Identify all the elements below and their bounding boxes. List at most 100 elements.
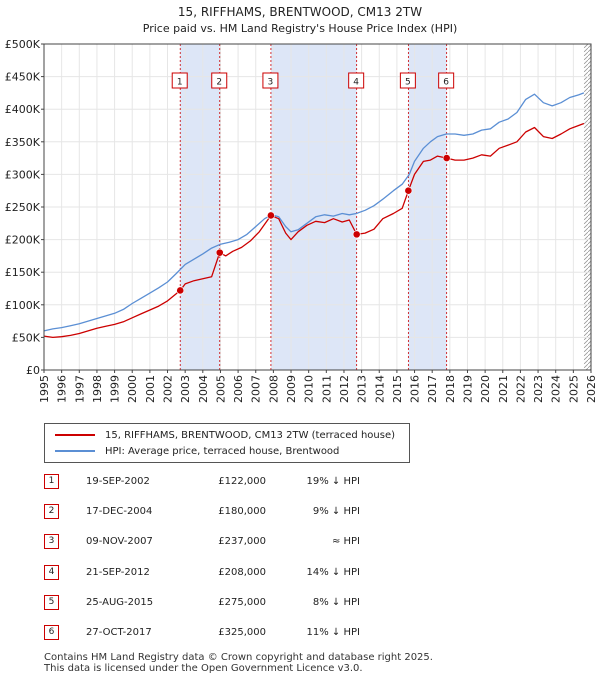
sale-price: £180,000 bbox=[218, 506, 266, 517]
property-series-line bbox=[43, 122, 585, 339]
x-tick-label: 1995 bbox=[38, 375, 51, 403]
x-tick-label: 2022 bbox=[514, 375, 527, 403]
price-chart: 15, RIFFHAMS, BRENTWOOD, CM13 2TW Price … bbox=[5, 5, 598, 403]
y-tick-label: £50K bbox=[12, 331, 41, 344]
x-tick-label: 2011 bbox=[320, 375, 333, 403]
sale-point bbox=[215, 248, 224, 257]
legend-label-hpi: HPI: Average price, terraced house, Bren… bbox=[105, 446, 340, 457]
sale-number-badge: 4 bbox=[44, 565, 59, 580]
sale-marker-box bbox=[399, 72, 416, 89]
sale-hpi-relation: 9% ↓ HPI bbox=[312, 506, 360, 517]
sale-price: £208,000 bbox=[218, 567, 266, 578]
x-tick-label: 1998 bbox=[91, 375, 104, 403]
legend-item-hpi: HPI: Average price, terraced house, Bren… bbox=[55, 444, 339, 460]
sale-marker-box bbox=[348, 72, 365, 89]
x-tick-label: 2013 bbox=[356, 375, 369, 403]
sale-row: 4 21-SEP-2012 £208,000 14% ↓ HPI bbox=[44, 563, 384, 583]
sale-date: 25-AUG-2015 bbox=[86, 597, 154, 608]
sale-number-badge: 6 bbox=[44, 625, 59, 640]
sale-hpi-relation: ≈ HPI bbox=[331, 536, 360, 547]
y-tick-label: £450K bbox=[5, 71, 41, 84]
y-tick-label: £400K bbox=[5, 103, 41, 116]
sale-row: 5 25-AUG-2015 £275,000 8% ↓ HPI bbox=[44, 593, 384, 613]
sale-date: 27-OCT-2017 bbox=[86, 627, 152, 638]
legend-swatch-hpi bbox=[55, 450, 95, 452]
sale-hpi-relation: 14% ↓ HPI bbox=[306, 567, 360, 578]
x-tick-label: 2023 bbox=[532, 375, 545, 403]
x-tick-label: 2008 bbox=[267, 375, 280, 403]
x-tick-label: 2015 bbox=[391, 375, 404, 403]
y-tick-label: £350K bbox=[5, 136, 41, 149]
sale-hpi-relation: 8% ↓ HPI bbox=[312, 597, 360, 608]
x-tick-label: 2009 bbox=[285, 375, 298, 403]
x-tick-label: 2026 bbox=[585, 375, 598, 403]
legend-item-property: 15, RIFFHAMS, BRENTWOOD, CM13 2TW (terra… bbox=[55, 428, 395, 444]
y-tick-label: £300K bbox=[5, 168, 41, 181]
x-tick-label: 2025 bbox=[567, 375, 580, 403]
sale-hpi-relation: 11% ↓ HPI bbox=[306, 627, 360, 638]
legend-label-property: 15, RIFFHAMS, BRENTWOOD, CM13 2TW (terra… bbox=[105, 430, 396, 441]
x-tick-label: 2001 bbox=[144, 375, 157, 403]
sale-marker-box bbox=[211, 72, 228, 89]
x-tick-label: 2024 bbox=[550, 375, 563, 403]
x-tick-label: 2016 bbox=[409, 375, 422, 403]
x-tick-label: 2014 bbox=[373, 375, 386, 403]
sale-row: 2 17-DEC-2004 £180,000 9% ↓ HPI bbox=[44, 502, 384, 522]
x-tick-label: 2000 bbox=[126, 375, 139, 403]
x-tick-label: 2019 bbox=[461, 375, 474, 403]
sale-marker-label: 1 bbox=[177, 78, 183, 88]
sale-marker-box bbox=[262, 72, 279, 89]
sale-price: £325,000 bbox=[218, 627, 266, 638]
sale-point bbox=[176, 286, 185, 295]
sale-date: 09-NOV-2007 bbox=[86, 536, 153, 547]
sale-marker-box bbox=[171, 72, 188, 89]
legend-swatch-property bbox=[55, 434, 95, 436]
footer-licence: This data is licensed under the Open Gov… bbox=[44, 663, 363, 674]
sale-price: £237,000 bbox=[218, 536, 266, 547]
sale-marker-label: 4 bbox=[353, 78, 359, 88]
x-tick-label: 2020 bbox=[479, 375, 492, 403]
sale-price: £122,000 bbox=[218, 476, 266, 487]
sale-point bbox=[442, 154, 451, 162]
sale-point bbox=[352, 230, 361, 239]
y-tick-label: £150K bbox=[5, 266, 41, 279]
sale-date: 21-SEP-2012 bbox=[86, 567, 150, 578]
y-tick-label: £0 bbox=[26, 364, 40, 377]
x-tick-label: 2007 bbox=[250, 375, 263, 403]
y-tick-label: £200K bbox=[5, 234, 41, 247]
y-tick-label: £100K bbox=[5, 299, 41, 312]
attribution-footer: Contains HM Land Registry data © Crown c… bbox=[44, 652, 433, 674]
x-tick-label: 2018 bbox=[444, 375, 457, 403]
sale-number-badge: 5 bbox=[44, 595, 59, 610]
y-tick-label: £250K bbox=[5, 201, 41, 214]
sale-row: 3 09-NOV-2007 £237,000 ≈ HPI bbox=[44, 532, 384, 552]
chart-legend: 15, RIFFHAMS, BRENTWOOD, CM13 2TW (terra… bbox=[44, 423, 410, 463]
sale-number-badge: 1 bbox=[44, 474, 59, 489]
sale-date: 19-SEP-2002 bbox=[86, 476, 150, 487]
sale-marker-label: 2 bbox=[216, 78, 222, 88]
sale-marker-box bbox=[438, 72, 455, 89]
sale-date: 17-DEC-2004 bbox=[86, 506, 153, 517]
x-tick-label: 2006 bbox=[232, 375, 245, 403]
x-tick-label: 2010 bbox=[303, 375, 316, 403]
x-tick-label: 1996 bbox=[56, 375, 69, 403]
x-tick-label: 2002 bbox=[162, 375, 175, 403]
x-tick-label: 2017 bbox=[426, 375, 439, 403]
x-tick-label: 1999 bbox=[109, 375, 122, 403]
x-tick-label: 1997 bbox=[73, 375, 86, 403]
x-tick-label: 2003 bbox=[179, 375, 192, 403]
y-tick-label: £500K bbox=[5, 38, 41, 51]
hpi-series-line bbox=[43, 92, 585, 332]
sale-point bbox=[267, 211, 275, 220]
sale-row: 1 19-SEP-2002 £122,000 19% ↓ HPI bbox=[44, 472, 384, 492]
sale-marker-label: 3 bbox=[268, 78, 274, 88]
x-tick-label: 2004 bbox=[197, 375, 210, 403]
sale-marker-label: 5 bbox=[405, 78, 411, 88]
sale-hpi-relation: 19% ↓ HPI bbox=[306, 476, 360, 487]
sale-row: 6 27-OCT-2017 £325,000 11% ↓ HPI bbox=[44, 623, 384, 643]
sale-price: £275,000 bbox=[218, 597, 266, 608]
footer-copyright: Contains HM Land Registry data © Crown c… bbox=[44, 652, 433, 663]
x-tick-label: 2005 bbox=[214, 375, 227, 403]
chart-title: 15, RIFFHAMS, BRENTWOOD, CM13 2TW bbox=[178, 5, 422, 19]
sale-number-badge: 2 bbox=[44, 504, 59, 519]
